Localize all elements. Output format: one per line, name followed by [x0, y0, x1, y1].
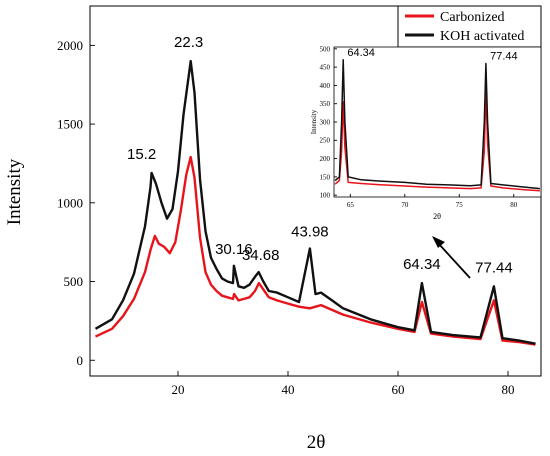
main-x-tick-label: 40 — [282, 382, 295, 397]
inset-peak-label: 64.34 — [347, 47, 375, 59]
inset-y-tick-label: 250 — [320, 137, 331, 145]
inset-x-tick-label: 80 — [510, 201, 518, 209]
inset-y-tick-label: 350 — [320, 100, 331, 108]
inset-x-axis-label: 2θ — [433, 212, 441, 221]
inset-y-tick-label: 500 — [320, 45, 331, 53]
main-series-line-koh-activated — [94, 59, 536, 345]
legend-box — [397, 5, 542, 48]
inset-x-tick-label: 75 — [456, 201, 464, 209]
inset-series-line-koh-activated — [334, 59, 540, 190]
inset-x-tick-label: 65 — [347, 201, 355, 209]
inset-y-tick-label: 200 — [320, 155, 331, 163]
legend-label-carbonized: Carbonized — [440, 10, 505, 25]
main-y-axis-label: Intensity — [4, 158, 25, 225]
inset-pointer-arrow — [432, 236, 471, 279]
main-x-tick-label: 60 — [392, 382, 405, 397]
inset-y-tick-label: 300 — [320, 118, 331, 126]
inset-y-tick-label: 100 — [320, 192, 331, 200]
main-peak-label: 43.98 — [291, 223, 329, 240]
main-y-tick-label: 2000 — [57, 38, 83, 53]
main-peak-label: 34.68 — [242, 247, 280, 264]
legend: Carbonized KOH activated — [397, 5, 542, 48]
main-peak-label: 15.2 — [127, 146, 156, 163]
main-peak-label: 64.34 — [403, 256, 441, 273]
inset-y-tick-label: 400 — [320, 82, 331, 90]
main-peak-label: 30.16 — [215, 241, 253, 258]
inset-x-tick-label: 70 — [401, 201, 409, 209]
inset-peak-label: 77.44 — [490, 50, 518, 62]
main-y-tick-label: 1500 — [57, 117, 83, 132]
main-x-axis-label: 2θ — [307, 432, 326, 453]
inset-background — [334, 47, 541, 197]
inset-y-axis-label: Intensity — [310, 109, 318, 134]
main-x-tick-label: 20 — [172, 382, 185, 397]
main-peak-label: 22.3 — [174, 34, 203, 51]
main-x-tick-label: 80 — [502, 382, 515, 397]
main-y-tick-label: 0 — [77, 353, 84, 368]
main-y-tick-label: 1000 — [57, 195, 83, 210]
main-series-line-carbonized — [94, 155, 536, 346]
main-plot: 20 40 60 80 0 500 1000 1500 2000 15.2 22.3 30.1634.… — [57, 34, 536, 397]
inset-y-tick-label: 450 — [320, 64, 331, 72]
main-y-tick-label: 500 — [64, 274, 84, 289]
inset-plot: 65 70 75 80 100 150 200 250 300 350 400 450 500 64.34… — [320, 45, 540, 209]
inset-y-tick-label: 150 — [320, 173, 331, 181]
legend-label-koh: KOH activated — [440, 29, 524, 44]
main-peak-label: 77.44 — [475, 259, 513, 276]
